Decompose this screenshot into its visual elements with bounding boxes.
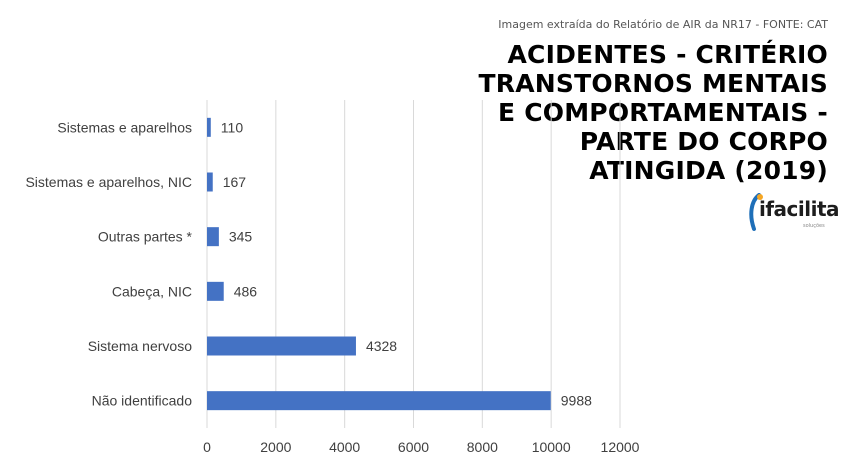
title-line: ACIDENTES - CRITÉRIO xyxy=(507,40,828,69)
chart-title: ACIDENTES - CRITÉRIO TRANSTORNOS MENTAIS… xyxy=(448,40,828,185)
title-line: ATINGIDA (2019) xyxy=(589,156,828,185)
title-line: PARTE DO CORPO xyxy=(579,127,828,156)
x-tick-label: 8000 xyxy=(467,439,498,455)
source-note: Imagem extraída do Relatório de AIR da N… xyxy=(498,18,828,31)
data-label: 167 xyxy=(223,174,247,190)
category-label: Não identificado xyxy=(92,393,193,409)
x-tick-label: 6000 xyxy=(398,439,429,455)
bar xyxy=(207,172,213,192)
data-label: 110 xyxy=(221,119,244,135)
category-label: Sistema nervoso xyxy=(88,338,192,354)
category-label: Outras partes * xyxy=(98,229,193,245)
logo-mark-icon xyxy=(749,193,763,231)
data-label: 345 xyxy=(229,229,253,245)
x-tick-label: 10000 xyxy=(532,439,571,455)
data-label: 486 xyxy=(234,283,258,299)
x-tick-label: 2000 xyxy=(260,439,291,455)
x-tick-label: 4000 xyxy=(329,439,360,455)
data-label: 9988 xyxy=(561,393,592,409)
category-label: Sistemas e aparelhos xyxy=(57,119,192,135)
logo-subtext: soluções xyxy=(803,223,825,229)
bar xyxy=(207,227,219,247)
x-tick-label: 12000 xyxy=(601,439,640,455)
x-tick-label: 0 xyxy=(203,439,211,455)
data-label: 4328 xyxy=(366,338,397,354)
category-label: Cabeça, NIC xyxy=(112,283,192,299)
bar xyxy=(207,336,356,356)
title-line: TRANSTORNOS MENTAIS xyxy=(478,69,828,98)
ifacilita-logo: ifacilita soluções xyxy=(745,193,840,235)
bar xyxy=(207,281,224,301)
bar xyxy=(207,117,211,137)
bar xyxy=(207,391,551,411)
category-label: Sistemas e aparelhos, NIC xyxy=(25,174,192,190)
logo-text: ifacilita xyxy=(759,197,840,221)
title-line: E COMPORTAMENTAIS - xyxy=(498,98,828,127)
